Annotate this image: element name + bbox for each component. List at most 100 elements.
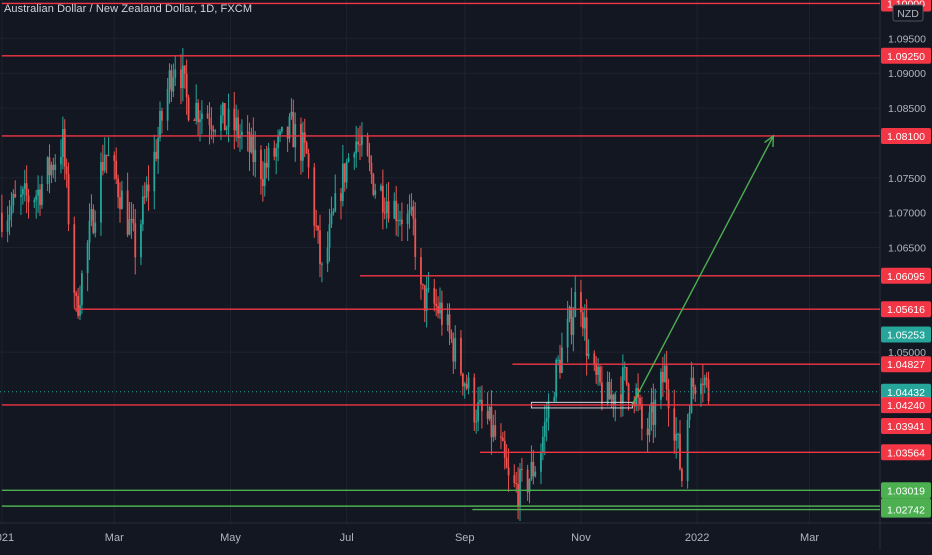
candle xyxy=(355,125,358,168)
candle-body xyxy=(250,134,253,153)
candle-body xyxy=(599,366,601,383)
candle xyxy=(132,203,135,232)
candle-body xyxy=(568,306,571,319)
price-tag-box xyxy=(881,444,931,461)
candle xyxy=(35,189,38,219)
candle xyxy=(180,54,182,105)
price-tick-label: 1.09500 xyxy=(888,33,926,45)
candle xyxy=(534,466,537,478)
candle xyxy=(568,305,571,323)
candle-body xyxy=(439,302,441,314)
candle xyxy=(465,374,468,391)
candle-body xyxy=(145,184,148,198)
candle-body xyxy=(566,318,569,348)
candle xyxy=(206,105,209,120)
candle-body xyxy=(661,371,664,383)
price-tag: 1.04240 xyxy=(881,397,931,414)
candle-body xyxy=(223,103,226,131)
candle xyxy=(555,357,558,402)
candle-body xyxy=(679,433,681,469)
candle-body xyxy=(385,201,388,213)
candle xyxy=(507,448,510,492)
candle-body xyxy=(330,213,333,225)
candle-body xyxy=(580,291,582,313)
candle xyxy=(79,285,81,321)
candle-body xyxy=(621,367,624,404)
candle xyxy=(599,364,601,386)
candle xyxy=(141,185,144,232)
candle-body xyxy=(248,132,251,153)
candle-body xyxy=(237,117,239,138)
candle-body xyxy=(581,312,584,329)
candle-body xyxy=(14,193,17,198)
candle-body xyxy=(406,213,409,225)
candle xyxy=(286,126,289,153)
candle-body xyxy=(608,381,611,400)
price-tag-box xyxy=(881,397,931,414)
candle xyxy=(65,158,68,188)
candle xyxy=(343,163,346,192)
candle xyxy=(153,134,156,210)
candle-body xyxy=(23,183,26,189)
candle xyxy=(41,175,43,209)
candle-body xyxy=(263,162,266,187)
candle xyxy=(460,330,462,377)
candle xyxy=(341,144,344,207)
candle xyxy=(221,101,224,124)
price-tag-box xyxy=(881,482,931,499)
candle xyxy=(145,176,148,202)
candle-body xyxy=(372,174,375,195)
price-tick-label: 1.05000 xyxy=(888,347,926,359)
candle-body xyxy=(134,223,137,258)
candle xyxy=(559,344,561,379)
candle xyxy=(319,214,321,278)
candle xyxy=(265,145,268,179)
candle-body xyxy=(517,484,519,507)
candle xyxy=(201,100,203,135)
candle-body xyxy=(210,125,213,130)
candle xyxy=(646,418,649,453)
candle-body xyxy=(277,136,279,148)
candle-body xyxy=(530,461,533,480)
candle-body xyxy=(700,383,702,395)
candle xyxy=(570,287,573,345)
candle xyxy=(237,109,239,148)
candle xyxy=(380,183,382,192)
candle-body xyxy=(441,302,443,325)
candle-body xyxy=(559,359,561,373)
candle xyxy=(490,390,493,455)
candle xyxy=(601,366,603,411)
candle xyxy=(359,125,361,160)
candle-body xyxy=(620,394,622,404)
candle xyxy=(185,59,188,115)
candle xyxy=(90,194,93,227)
candle xyxy=(450,329,453,344)
candle xyxy=(208,102,211,145)
candle xyxy=(168,63,171,104)
candle xyxy=(261,161,264,202)
price-tick-label: 1.07000 xyxy=(888,208,926,220)
candle xyxy=(332,208,335,216)
candle xyxy=(593,350,596,372)
candle xyxy=(385,183,388,229)
price-tick-label: 1.09000 xyxy=(888,68,926,80)
candle-body xyxy=(197,102,199,123)
candle-body xyxy=(490,406,493,438)
candle-body xyxy=(170,70,173,92)
candle xyxy=(157,126,159,174)
candle-body xyxy=(63,129,66,167)
candle-body xyxy=(519,468,521,507)
candle-body xyxy=(387,201,390,219)
candle xyxy=(547,393,550,431)
candle xyxy=(595,356,598,384)
candle-body xyxy=(673,408,676,441)
candle-body xyxy=(583,317,586,329)
candle-body xyxy=(220,115,222,131)
candle xyxy=(625,366,628,387)
candle-body xyxy=(181,65,184,89)
candle xyxy=(541,426,544,461)
candle xyxy=(100,152,102,236)
candle-body xyxy=(353,153,356,158)
